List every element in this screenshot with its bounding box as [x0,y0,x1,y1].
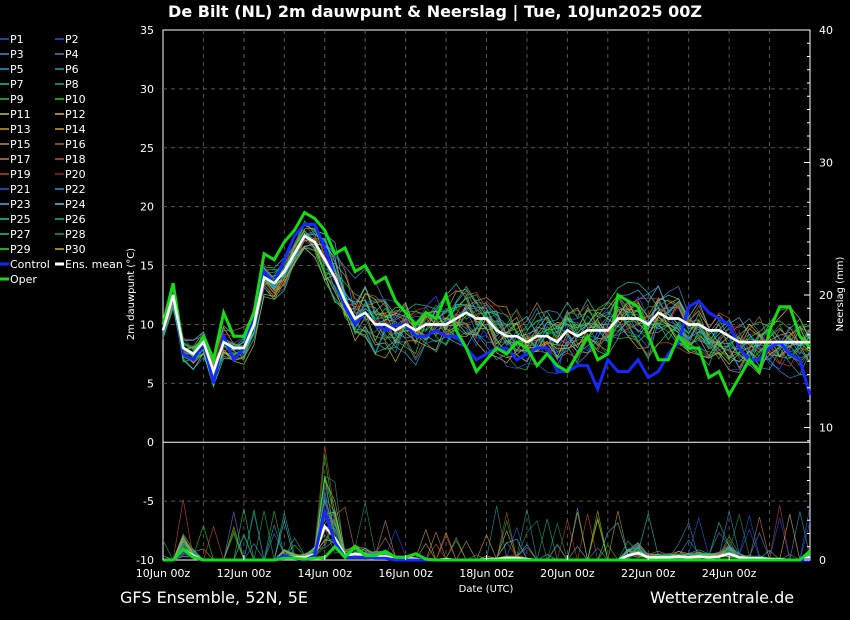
x-tick-label: 10Jun 00z [136,567,191,580]
series-line-control [161,222,812,396]
legend-label: P6 [65,63,79,76]
y2-tick-label: 30 [819,157,833,170]
legend-label: P28 [65,228,86,241]
y-tick-label: 15 [140,260,154,273]
y2-tick-label: 0 [819,554,826,567]
x-tick-label: 20Jun 00z [540,567,595,580]
legend-label: P15 [10,138,31,151]
legend-label: P25 [10,213,31,226]
y-tick-label: 5 [147,377,154,390]
legend-label: P2 [65,33,79,46]
y-tick-label: -5 [143,495,154,508]
x-axis-label: Date (UTC) [459,584,514,595]
legend-label: P4 [65,48,79,61]
legend: P1 P2 P3 P4 P5 P6 P7 P8 P9 P10 P11 P12 P13 P14 P15 P16 P… [0,33,123,286]
legend-label: P19 [10,168,31,181]
legend-label: P26 [65,213,86,226]
x-axis-ticks: 10Jun 00z 12Jun 00z 14Jun 00z 16Jun 00z 18Ju… [136,555,757,580]
legend-label: P12 [65,108,86,121]
legend-label: P1 [10,33,24,46]
footer-source: Wetterzentrale.de [650,588,795,607]
y-tick-label: 35 [140,24,154,37]
x-tick-label: 16Jun 00z [378,567,433,580]
legend-label: P11 [10,108,31,121]
y-tick-label: 0 [147,436,154,449]
legend-label: Oper [10,273,37,286]
y2-tick-label: 20 [819,289,833,302]
legend-label: P24 [65,198,86,211]
legend-label: P23 [10,198,31,211]
y-axis-label: 2m dauwpunt (°C) [126,248,137,340]
legend-label: P22 [65,183,86,196]
legend-label: P3 [10,48,24,61]
legend-label: P20 [65,168,86,181]
ensemble-member-line [162,247,811,373]
chart-title: De Bilt (NL) 2m dauwpunt & Neerslag | Tu… [168,2,702,22]
legend-label: P7 [10,78,24,91]
legend-label: P27 [10,228,31,241]
ensemble-member-line [162,246,811,375]
legend-label: P13 [10,123,31,136]
ensemble-member-line [162,230,811,371]
legend-label: P10 [65,93,86,106]
legend-label: P29 [10,243,31,256]
legend-label: P9 [10,93,24,106]
y2-axis-label: Neerslag (mm) [835,256,846,331]
legend-label: P14 [65,123,86,136]
x-tick-label: 12Jun 00z [217,567,272,580]
series-line-oper [161,210,812,399]
legend-label: P8 [65,78,79,91]
y-axis-ticks: -10 -5 0 5 10 15 20 25 30 35 [136,24,154,567]
footer-model-info: GFS Ensemble, 52N, 5E [120,588,308,607]
y-tick-label: 20 [140,201,154,214]
legend-label: Control [10,258,50,271]
y-tick-label: 30 [140,83,154,96]
legend-label: P21 [10,183,31,196]
legend-label: P18 [65,153,86,166]
ensemble-member-line [162,243,811,388]
series-lines [161,210,812,399]
x-tick-label: 24Jun 00z [702,567,757,580]
y2-axis-ticks: 0 10 20 30 40 [804,24,833,567]
ensemble-member-line [162,223,811,376]
legend-label: P16 [65,138,86,151]
x-tick-label: 14Jun 00z [298,567,353,580]
legend-label: P5 [10,63,24,76]
y2-tick-label: 40 [819,24,833,37]
y-tick-label: -10 [136,554,154,567]
y-tick-label: 25 [140,142,154,155]
y2-tick-label: 10 [819,422,833,435]
legend-label: P17 [10,153,31,166]
legend-label: P30 [65,243,86,256]
series-line-ens-mean-top [161,234,810,376]
y-tick-label: 10 [140,318,154,331]
x-tick-label: 18Jun 00z [459,567,514,580]
legend-label: Ens. mean [65,258,123,271]
x-tick-label: 22Jun 00z [621,567,676,580]
